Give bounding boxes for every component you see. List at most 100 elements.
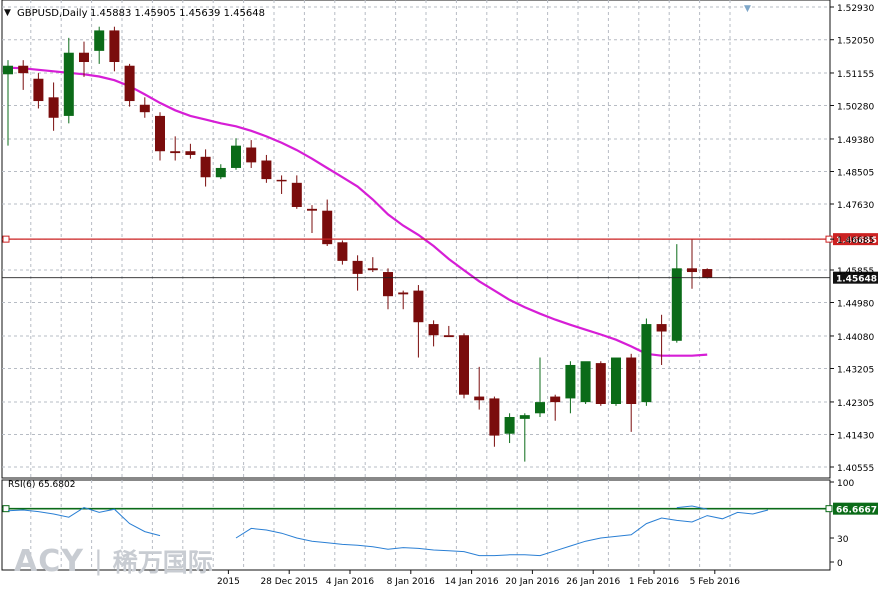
candle (687, 238, 697, 289)
date-tick-label: 14 Jan 2016 (445, 577, 499, 587)
candle-body (474, 396, 485, 401)
price-tick-label: 1.43205 (837, 365, 874, 375)
price-tick-label: 1.40555 (837, 464, 874, 474)
current-price-tag (833, 271, 878, 284)
candle (352, 255, 363, 291)
candle-body (671, 268, 682, 341)
candle (459, 333, 469, 399)
candle-body (565, 364, 576, 399)
candle (595, 361, 606, 406)
candle-body (3, 65, 13, 75)
candle (611, 357, 621, 406)
price-tick-label: 1.50280 (837, 103, 874, 113)
candle (79, 41, 89, 77)
candle (671, 244, 682, 343)
candle (428, 320, 439, 347)
price-tick-label: 1.44080 (837, 333, 874, 343)
moving-average-line (7, 66, 708, 357)
acy-watermark: ACY | 稀万国际 (14, 543, 213, 579)
price-tick-label: 1.44980 (837, 300, 874, 310)
candle (443, 325, 454, 338)
candle (215, 164, 226, 180)
watermark-brand: ACY (14, 543, 84, 579)
candle (155, 112, 165, 161)
candle-body (535, 402, 545, 414)
candle (307, 205, 317, 234)
rsi-panel: 100 30 0 66.6667 (2, 479, 878, 569)
price-tick-label: 1.48505 (837, 168, 874, 178)
candle-body (18, 65, 29, 74)
candle-body (246, 147, 257, 163)
candle (489, 396, 500, 447)
candle (109, 26, 120, 72)
candle-body (63, 52, 74, 116)
rsi-level-tag (833, 502, 878, 515)
candle-body (33, 78, 44, 102)
candle (33, 73, 44, 109)
candle (231, 138, 241, 170)
candle (48, 82, 59, 131)
candle (185, 143, 196, 159)
candle-body (170, 151, 181, 154)
candle-body (215, 167, 226, 178)
candle (261, 154, 272, 183)
candle (702, 268, 713, 279)
candle-body (626, 357, 637, 404)
price-tick-label: 1.41430 (837, 431, 874, 441)
candle (626, 353, 637, 432)
candle (276, 175, 287, 194)
price-tick-label: 1.46685 (837, 236, 874, 246)
rsi-line (7, 507, 161, 537)
candle (246, 140, 257, 168)
candle-body (352, 260, 363, 274)
current-price-label: 1.45648 (836, 275, 877, 285)
candle-body (687, 268, 697, 273)
rsi-line (235, 509, 769, 557)
candles (3, 26, 713, 462)
candle-body (261, 160, 272, 180)
candle (124, 63, 135, 107)
candle-body (291, 182, 302, 207)
candle-body (398, 292, 409, 295)
candle-body (489, 398, 500, 436)
candle (580, 361, 591, 404)
price-tick-label: 1.45855 (837, 267, 874, 277)
symbol-label: GBPUSD,Daily (17, 8, 88, 19)
rsi-tick-label: 100 (837, 479, 854, 489)
watermark-chinese: 稀万国际 (112, 548, 213, 577)
level-price-label: 1.46685 (836, 236, 877, 246)
watermark-separator: | (93, 546, 103, 576)
price-tick-label: 1.52050 (837, 37, 874, 47)
candle-body (139, 104, 150, 113)
moving-average-layer (7, 66, 708, 357)
candle-body (702, 269, 713, 278)
candle-body (443, 335, 454, 338)
date-tick-label: 28 Dec 2015 (260, 577, 318, 587)
candle-body (231, 145, 241, 168)
price-axis: 1.52930 1.52050 1.51155 1.50280 1.49380 1.485… (830, 4, 874, 474)
candle-body (595, 363, 606, 404)
date-tick-label: 20 Jan 2016 (505, 577, 559, 587)
candle-body (124, 65, 135, 102)
candle-body (383, 272, 393, 297)
date-tick-label: 4 Jan 2016 (326, 577, 374, 587)
candle-body (276, 179, 287, 182)
date-tick-label: 1 Feb 2016 (629, 577, 680, 587)
price-tick-label: 1.42305 (837, 399, 874, 409)
price-tick-label: 1.47630 (837, 201, 874, 211)
rsi-tick-label: 30 (837, 535, 849, 545)
candle (535, 357, 545, 418)
rsi-tick-label: 0 (837, 559, 843, 569)
price-tick-label: 1.52930 (837, 4, 874, 14)
ohlc-values: 1.45883 1.45905 1.45639 1.45648 (90, 8, 265, 19)
candle (139, 97, 150, 118)
triangle-down-icon[interactable]: ▼ (4, 8, 11, 18)
candle (63, 37, 74, 124)
candle (641, 318, 652, 406)
scroll-marker-icon[interactable]: ▼ (744, 4, 751, 14)
date-tick-label: 5 Feb 2016 (690, 577, 741, 587)
level-handle (2, 235, 10, 243)
rsi-panel-frame (1, 479, 831, 571)
